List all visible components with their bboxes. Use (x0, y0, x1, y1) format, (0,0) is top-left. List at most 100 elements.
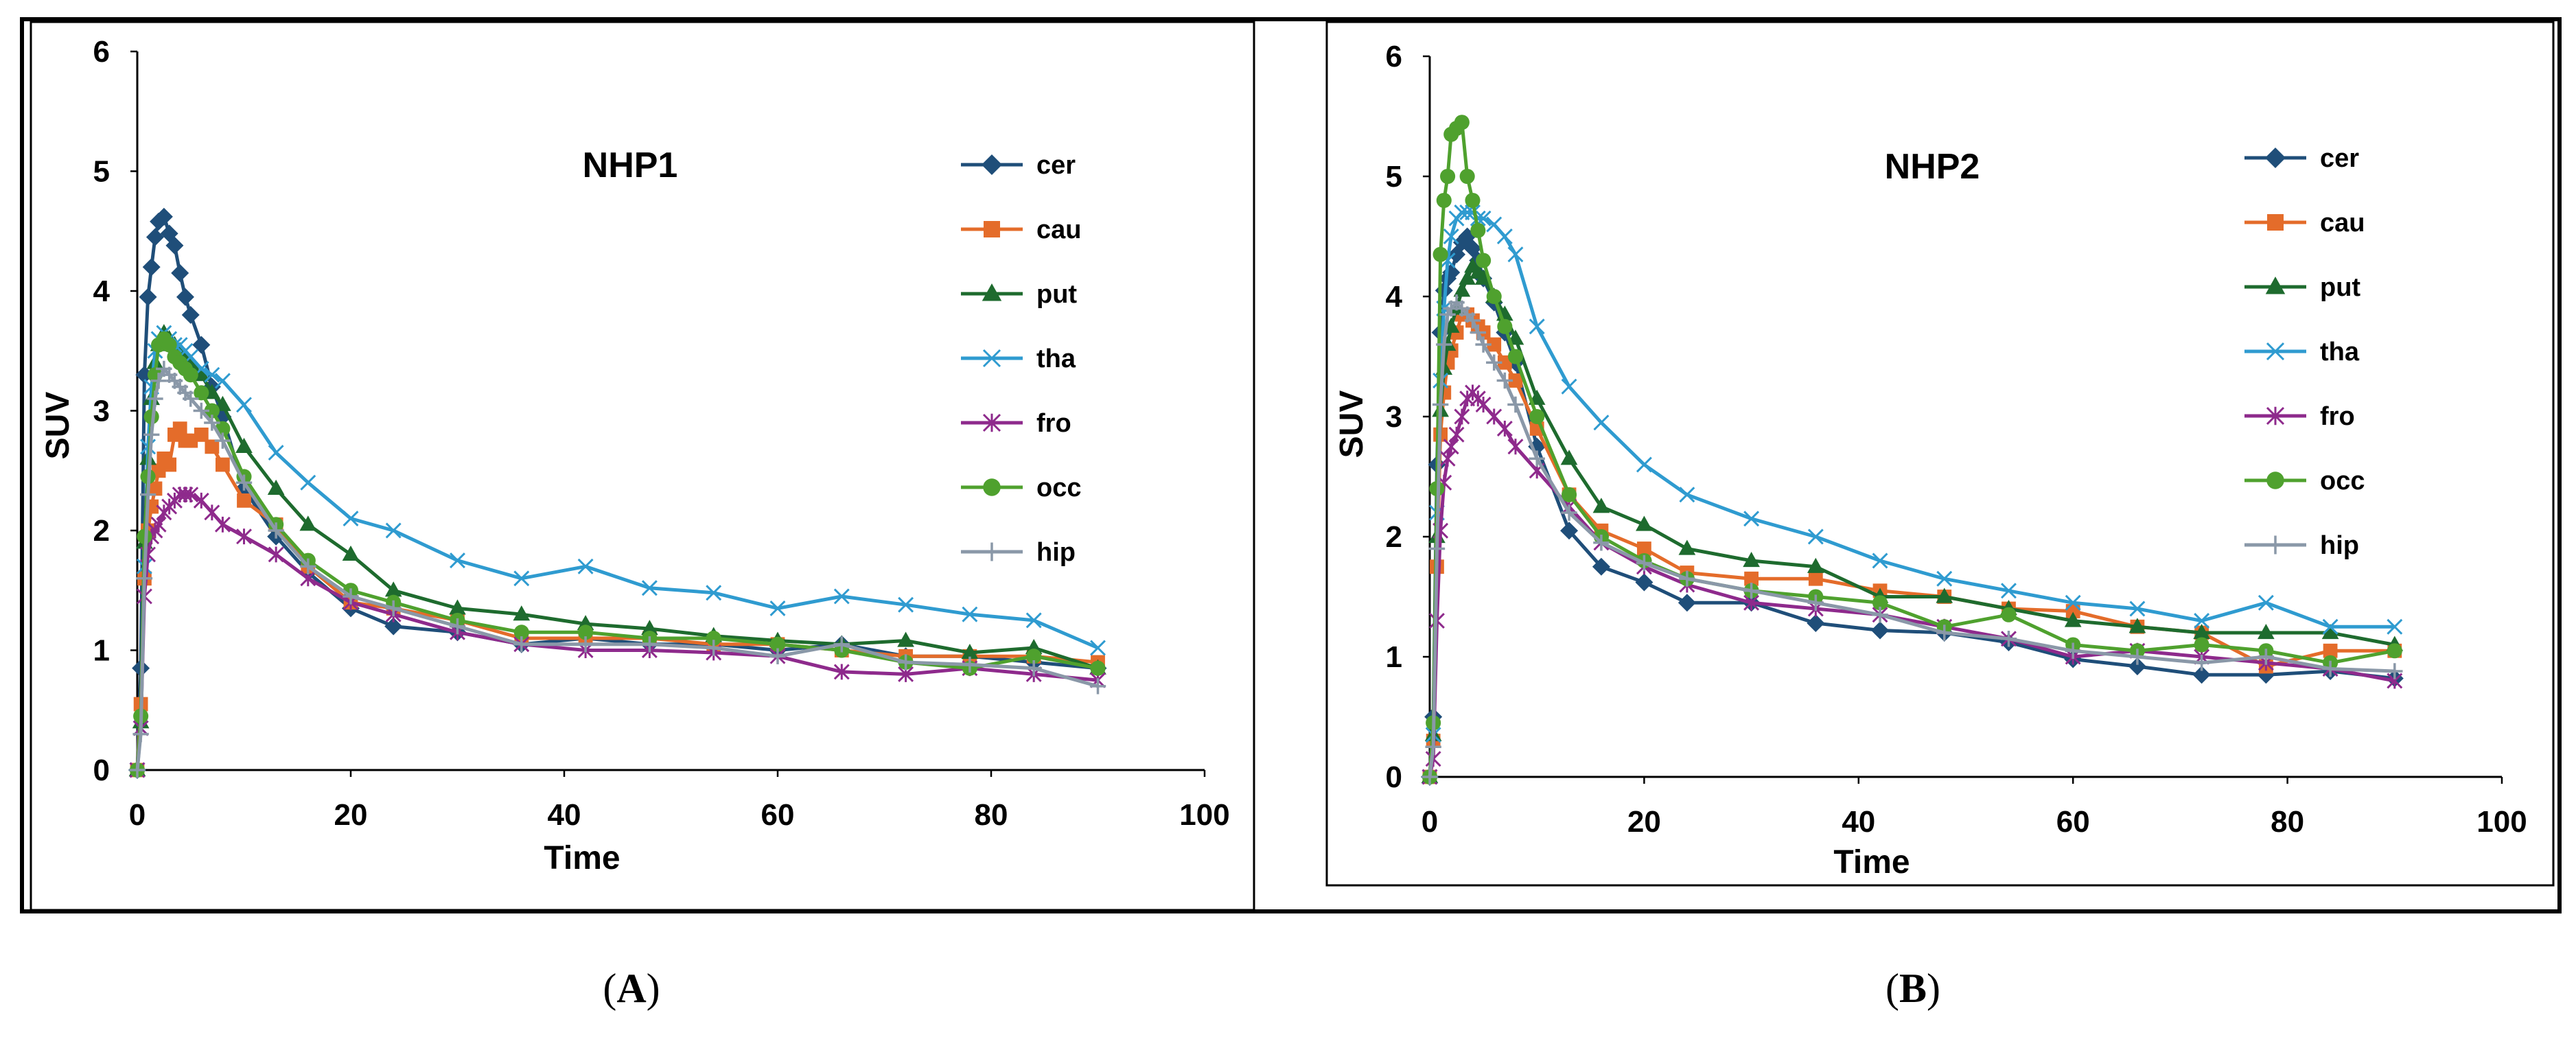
chart1-point-hip (449, 618, 466, 635)
chart1-x-tick-label: 40 (548, 798, 581, 832)
chart1-point-occ (513, 625, 529, 640)
chart1-point-hip (706, 640, 722, 656)
chart2-point-occ (2001, 607, 2017, 622)
chart2-point-fro (1507, 439, 1524, 455)
chart1-legend-label-occ: occ (1036, 474, 1081, 502)
chart2-point-tha (1529, 318, 1545, 335)
chart2-point-hip (2129, 649, 2146, 665)
chart2-point-occ (1470, 222, 1486, 238)
chart1-point-cau (205, 439, 220, 454)
chart1-point-put (513, 605, 531, 621)
chart2-point-fro (1439, 450, 1456, 467)
chart1-point-put (449, 599, 466, 615)
chart1-point-hip (1025, 660, 1042, 677)
chart2-point-tha (2322, 618, 2339, 635)
chart2-legend: cer cau put tha fro occ hip (2244, 144, 2365, 560)
chart2-legend-marker-put (2265, 277, 2286, 294)
chart2-legend-marker-hip (2266, 535, 2285, 555)
chart2-title: NHP2 (1885, 147, 1980, 187)
chart1-point-fro (214, 516, 231, 533)
chart1-point-put (961, 643, 979, 660)
chart2-point-cau (1508, 373, 1523, 388)
chart1-legend-marker-occ (983, 478, 1001, 496)
chart2-point-tha (1443, 229, 1459, 244)
chart1-point-hip (139, 486, 156, 503)
chart2-point-cau (2323, 643, 2338, 658)
chart1-legend-label-tha: tha (1036, 345, 1076, 373)
chart1-point-cau (237, 493, 251, 508)
chart2-point-fro (1448, 426, 1465, 443)
chart2-point-hip (1486, 354, 1502, 371)
chart2-x-tick-label: 0 (1422, 805, 1438, 839)
chart1-point-tha (513, 570, 530, 587)
chart2-point-put (2258, 624, 2275, 640)
chart1-legend-label-cau: cau (1036, 215, 1081, 244)
chart1-point-put (267, 479, 285, 496)
chart1-point-hip (1089, 678, 1106, 695)
chart2-point-put (1743, 552, 1760, 568)
chart2-point-cer (1871, 621, 1890, 640)
chart2-series-hip (1422, 294, 2403, 785)
chart2-point-tha (1872, 552, 1888, 569)
chart1-point-tha (214, 373, 231, 389)
chart1-x-axis-title: Time (544, 840, 620, 876)
chart2-point-put (1807, 557, 1824, 573)
chart1-point-hip (641, 636, 658, 653)
chart2-x-tick-label: 40 (1842, 805, 1875, 839)
chart2-point-cer (1807, 614, 1825, 632)
chart1-point-fro (268, 546, 284, 563)
chart1-point-cau (148, 481, 163, 496)
chart1-point-hip (235, 474, 253, 491)
chart1-legend-label-hip: hip (1036, 538, 1076, 567)
chart1-y-tick-label: 2 (93, 514, 110, 548)
chart1-point-put (299, 515, 317, 531)
chart1-point-tha (385, 522, 402, 539)
chart2-point-tha (1496, 229, 1513, 244)
chart2-y-tick-label: 3 (1386, 400, 1402, 434)
chart1-point-cer (142, 258, 161, 277)
chart1-point-hip (132, 725, 149, 743)
chart1-x-tick-label: 0 (129, 798, 146, 832)
chart2-point-occ (1476, 253, 1492, 268)
chart1-y-axis-title: SUV (40, 392, 76, 460)
chart2-point-hip (1561, 504, 1577, 521)
chart1-point-occ (769, 636, 786, 652)
chart1-x-tick-label: 100 (1179, 798, 1229, 832)
chart1-legend-label-put: put (1036, 280, 1077, 309)
chart1-point-hip (204, 415, 220, 431)
chart2-point-occ (1562, 487, 1577, 502)
chart1-y-tick-label: 6 (93, 35, 110, 69)
chart2-point-put (1560, 450, 1578, 465)
chart2-x-tick-label: 60 (2056, 805, 2090, 839)
chart2-y-axis-title: SUV (1334, 391, 1370, 458)
chart2-point-hip (1529, 450, 1545, 467)
chart1-point-hip (769, 648, 786, 664)
chart2-point-put (1474, 269, 1492, 285)
chart1-point-tha (769, 600, 786, 616)
chart2-point-cer (1592, 557, 1610, 576)
chart1-legend-marker-put (982, 283, 1002, 301)
chart1-legend-marker-hip (982, 542, 1001, 561)
chart2-point-put (1936, 587, 1953, 603)
chart2-point-put (2321, 624, 2339, 640)
chart2-point-tha (2065, 594, 2081, 611)
chart1-point-hip (129, 762, 146, 778)
chart2-point-occ (1459, 168, 1475, 185)
chart1-legend-marker-fro (982, 413, 1001, 432)
chart2-legend-marker-occ (2266, 471, 2284, 489)
chart1-point-tha (1090, 640, 1106, 656)
chart1-point-tha (204, 366, 220, 383)
chart2-legend-label-occ: occ (2320, 467, 2365, 496)
chart1-point-occ (204, 403, 220, 419)
chart2-point-tha (2129, 601, 2146, 617)
chart2-legend-marker-cau (2267, 214, 2284, 231)
chart1-point-tha (343, 511, 359, 527)
chart2-point-put (1592, 498, 1610, 513)
chart1-y-tick-label: 3 (93, 395, 110, 428)
chart1-point-tha (1025, 612, 1042, 629)
chart1-point-hip (513, 636, 530, 653)
chart1-point-hip (214, 432, 231, 449)
